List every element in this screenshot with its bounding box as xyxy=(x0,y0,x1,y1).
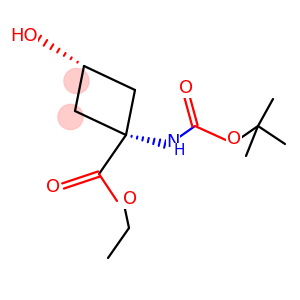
Text: H: H xyxy=(173,143,185,158)
Text: O: O xyxy=(123,190,137,208)
Text: O: O xyxy=(46,178,60,196)
Text: O: O xyxy=(227,130,241,148)
Circle shape xyxy=(64,68,89,94)
Text: N: N xyxy=(167,133,180,151)
Text: O: O xyxy=(179,80,193,98)
Circle shape xyxy=(58,104,83,130)
Text: HO: HO xyxy=(10,27,38,45)
